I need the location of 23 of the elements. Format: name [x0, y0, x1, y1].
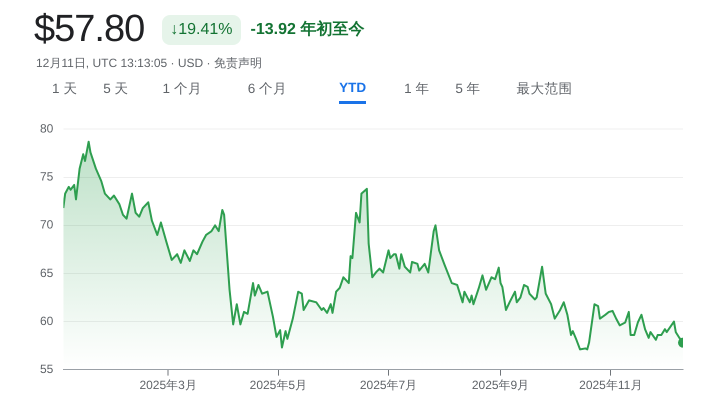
text: 6 个月 — [248, 80, 288, 98]
text: 1 年 — [404, 80, 430, 98]
x-tick-label: 2025年7月 — [360, 378, 418, 392]
x-tick-label: 2025年11月 — [579, 378, 642, 392]
text: 5 天 — [103, 80, 129, 98]
x-tick-label: 2025年9月 — [472, 378, 530, 392]
chart-subtitle: 12月11日, UTC 13:13:05 · USD · 免责声明 — [36, 55, 262, 72]
y-tick-label: 55 — [40, 362, 54, 376]
y-tick-label: 80 — [40, 122, 54, 136]
y-tick-label: 75 — [40, 170, 54, 184]
x-tick-label: 2025年5月 — [250, 378, 308, 392]
text: 5 年 — [455, 80, 481, 98]
y-tick-label: 65 — [40, 266, 54, 280]
y-tick-label: 70 — [40, 218, 54, 232]
text: 1 个月 — [162, 80, 202, 98]
text: ↓19.41% — [162, 14, 240, 44]
text: 最大范围 — [516, 80, 573, 98]
text: YTD — [339, 80, 366, 104]
text: 1 天 — [52, 80, 78, 98]
y-tick-label: 60 — [40, 314, 54, 328]
x-tick-label: 2025年3月 — [139, 378, 197, 392]
text: -13.92 年初至今 — [250, 19, 364, 40]
chart-title: $57.80 — [34, 8, 144, 51]
